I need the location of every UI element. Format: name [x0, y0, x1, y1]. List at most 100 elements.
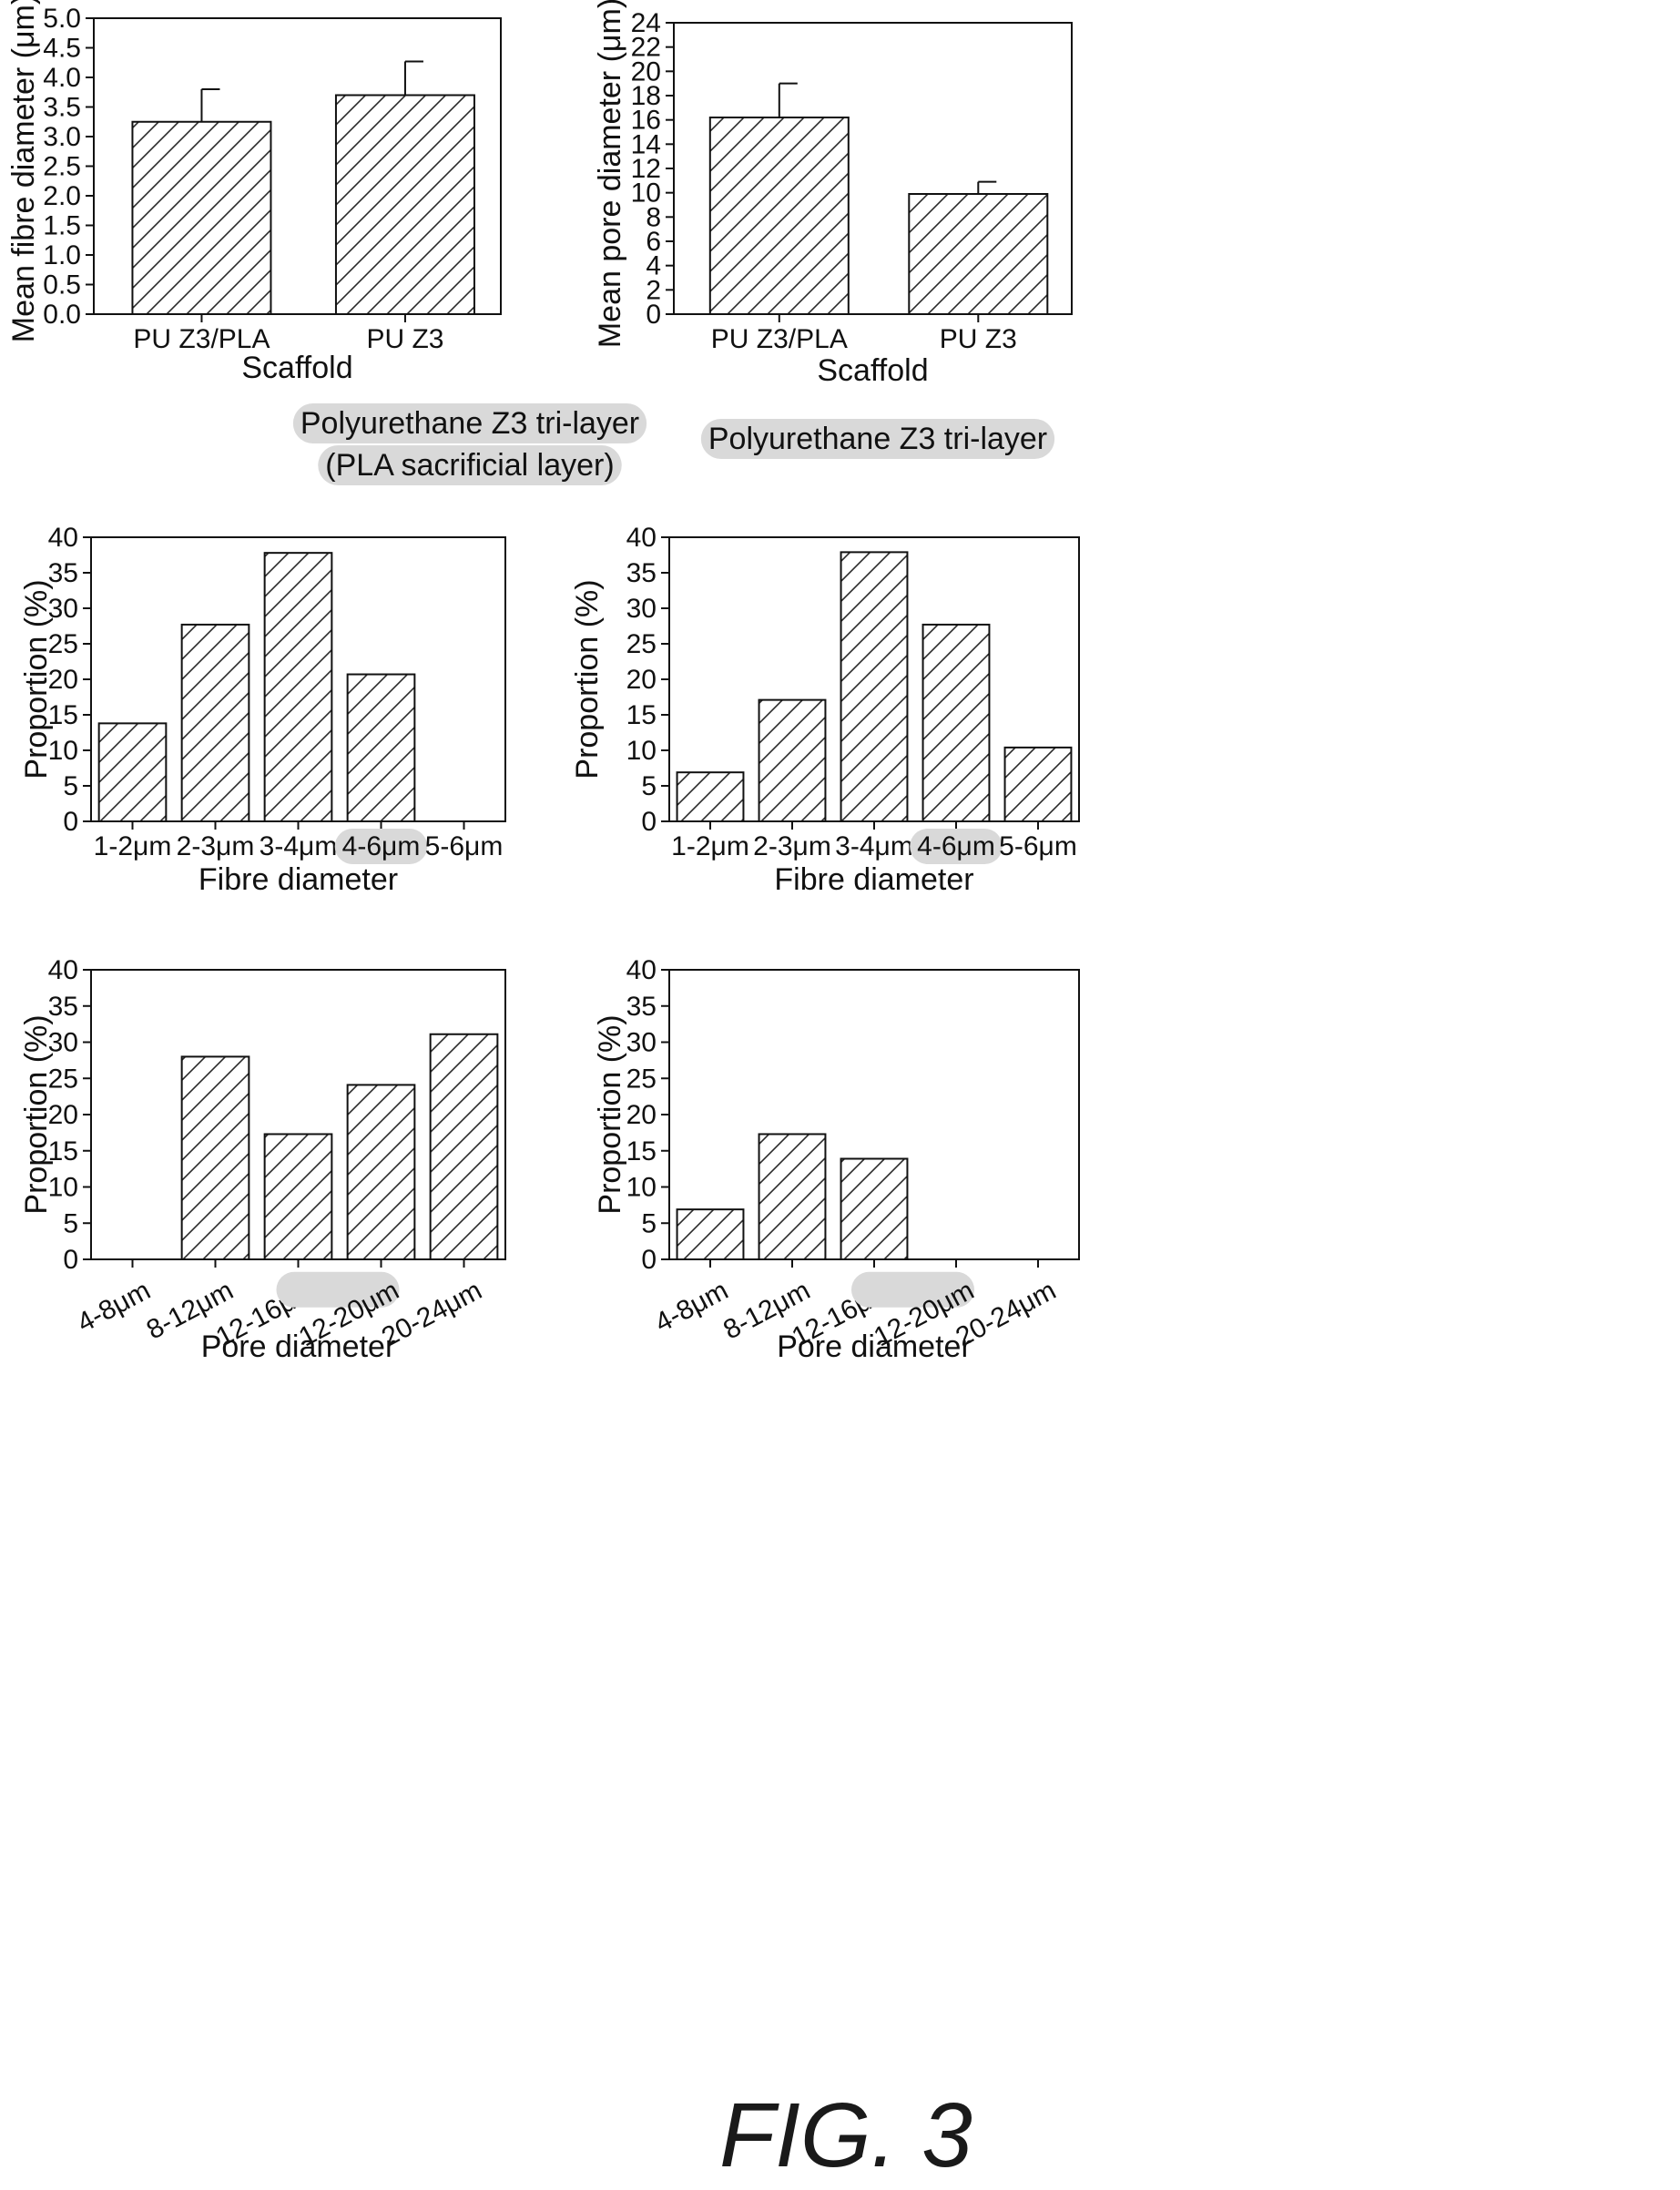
y-tick-label: 30 — [626, 1028, 657, 1058]
y-tick-label: 10 — [626, 736, 657, 766]
x-tick-label-highlight — [910, 829, 1003, 864]
x-axis-title: Scaffold — [817, 353, 928, 388]
bar-fibre-dist-pla-1 — [180, 623, 250, 822]
y-tick-label: 20 — [48, 1100, 78, 1130]
bar-fibre-dist-pla-3 — [346, 673, 416, 822]
y-axis-title: Mean pore diameter (μm) — [593, 0, 627, 348]
y-tick-label: 6 — [646, 227, 661, 257]
bar-mean-pore-1 — [908, 193, 1049, 315]
y-tick-label: 10 — [48, 736, 78, 766]
y-tick-label: 40 — [48, 523, 78, 553]
x-tick-label: 1-2μm — [94, 831, 172, 861]
y-tick-label: 35 — [48, 558, 78, 588]
bar-fibre-dist-4 — [1003, 746, 1073, 823]
x-tick-label: 2-3μm — [753, 831, 831, 861]
x-axis-title: Fibre diameter — [774, 862, 973, 897]
y-tick-label: 22 — [631, 33, 661, 63]
bar-fibre-dist-2 — [840, 551, 909, 822]
y-tick-label: 30 — [48, 594, 78, 624]
y-tick-label: 1.5 — [43, 211, 81, 241]
subtitle-highlight — [318, 445, 622, 485]
y-tick-label: 0 — [641, 1245, 657, 1275]
y-tick-label: 15 — [48, 1136, 78, 1166]
y-tick-label: 10 — [626, 1173, 657, 1203]
y-tick-label: 4 — [646, 251, 661, 281]
y-tick-label: 0 — [63, 807, 78, 837]
y-tick-label: 15 — [626, 1136, 657, 1166]
bar-pore-dist-pla-2 — [263, 1133, 333, 1260]
x-tick-label: 2-3μm — [177, 831, 255, 861]
x-tick-label: 1-2μm — [671, 831, 749, 861]
y-tick-label: 0 — [646, 300, 661, 330]
y-tick-label: 0.5 — [43, 270, 81, 300]
bar-pore-dist-pla-3 — [346, 1084, 416, 1261]
figure-caption: FIG. 3 — [0, 2085, 1680, 2185]
y-tick-label: 0 — [63, 1245, 78, 1275]
subtitle-1: (PLA sacrificial layer) — [318, 445, 622, 485]
x-tick-label-highlight — [276, 1271, 400, 1308]
y-tick-label: 1.0 — [43, 240, 81, 270]
y-tick-label: 12 — [631, 154, 661, 184]
bar-pore-dist-1 — [758, 1133, 827, 1260]
bar-pore-dist-0 — [676, 1208, 745, 1261]
y-tick-label: 25 — [626, 1064, 657, 1094]
x-tick-label: 4-8μm — [650, 1275, 733, 1338]
x-tick-label: PU Z3/PLA — [711, 324, 848, 354]
subtitle-highlight — [700, 419, 1055, 459]
y-tick-label: 18 — [631, 81, 661, 111]
y-tick-label: 40 — [626, 523, 657, 553]
y-tick-label: 5.0 — [43, 4, 81, 34]
figure-label: FIG. 3 — [719, 2085, 972, 2185]
y-tick-label: 14 — [631, 129, 661, 159]
y-axis-title: Proportion (%) — [570, 579, 605, 779]
y-tick-label: 35 — [48, 992, 78, 1022]
x-tick-label: 4-6μm — [342, 831, 421, 861]
bar-fibre-dist-1 — [758, 698, 827, 822]
bar-fibre-dist-0 — [676, 771, 745, 822]
x-tick-label: 3-4μm — [835, 831, 913, 861]
y-tick-label: 4.5 — [43, 34, 81, 64]
y-tick-label: 25 — [48, 629, 78, 659]
y-tick-label: 15 — [48, 700, 78, 730]
y-tick-label: 16 — [631, 106, 661, 136]
x-tick-label: PU Z3/PLA — [133, 324, 270, 354]
bar-pore-dist-pla-4 — [429, 1033, 499, 1260]
y-tick-label: 25 — [626, 629, 657, 659]
y-tick-label: 5 — [63, 771, 78, 801]
x-tick-label: 5-6μm — [425, 831, 504, 861]
x-axis-title: Scaffold — [241, 351, 352, 385]
y-tick-label: 0 — [641, 807, 657, 837]
x-axis-title: Pore diameter — [201, 1329, 396, 1364]
y-tick-label: 20 — [626, 1100, 657, 1130]
bar-mean-pore-0 — [708, 117, 850, 315]
x-axis-title: Pore diameter — [777, 1329, 972, 1364]
y-tick-label: 2 — [646, 275, 661, 305]
subtitle-highlight — [292, 403, 647, 443]
x-tick-label: PU Z3 — [940, 324, 1017, 354]
bar-pore-dist-pla-1 — [180, 1055, 250, 1261]
y-tick-label: 8 — [646, 202, 661, 232]
y-axis-title: Proportion (%) — [19, 1014, 54, 1214]
y-axis-title: Proportion (%) — [593, 1014, 627, 1214]
y-tick-label: 5 — [63, 1208, 78, 1238]
y-tick-label: 40 — [626, 955, 657, 985]
y-axis-title: Mean fibre diameter (μm) — [6, 0, 41, 342]
x-tick-label: PU Z3 — [366, 324, 443, 354]
y-tick-label: 0.0 — [43, 300, 81, 330]
x-tick-label: 4-6μm — [917, 831, 995, 861]
x-tick-label-highlight — [334, 829, 428, 864]
y-tick-label: 3.0 — [43, 122, 81, 152]
bar-mean-fibre-0 — [131, 120, 272, 315]
y-tick-label: 4.0 — [43, 63, 81, 93]
y-tick-label: 35 — [626, 558, 657, 588]
y-tick-label: 2.5 — [43, 152, 81, 182]
bar-pore-dist-2 — [840, 1157, 909, 1260]
x-tick-label: 5-6μm — [999, 831, 1077, 861]
x-tick-label: 4-8μm — [72, 1275, 155, 1338]
bar-fibre-dist-pla-0 — [97, 722, 168, 822]
y-tick-label: 15 — [626, 700, 657, 730]
x-axis-title: Fibre diameter — [199, 862, 398, 897]
y-tick-label: 20 — [631, 56, 661, 87]
chart-pore-dist-pla: 05101520253035404-8μm8-12μm12-16μm12-20μ… — [19, 955, 506, 1364]
